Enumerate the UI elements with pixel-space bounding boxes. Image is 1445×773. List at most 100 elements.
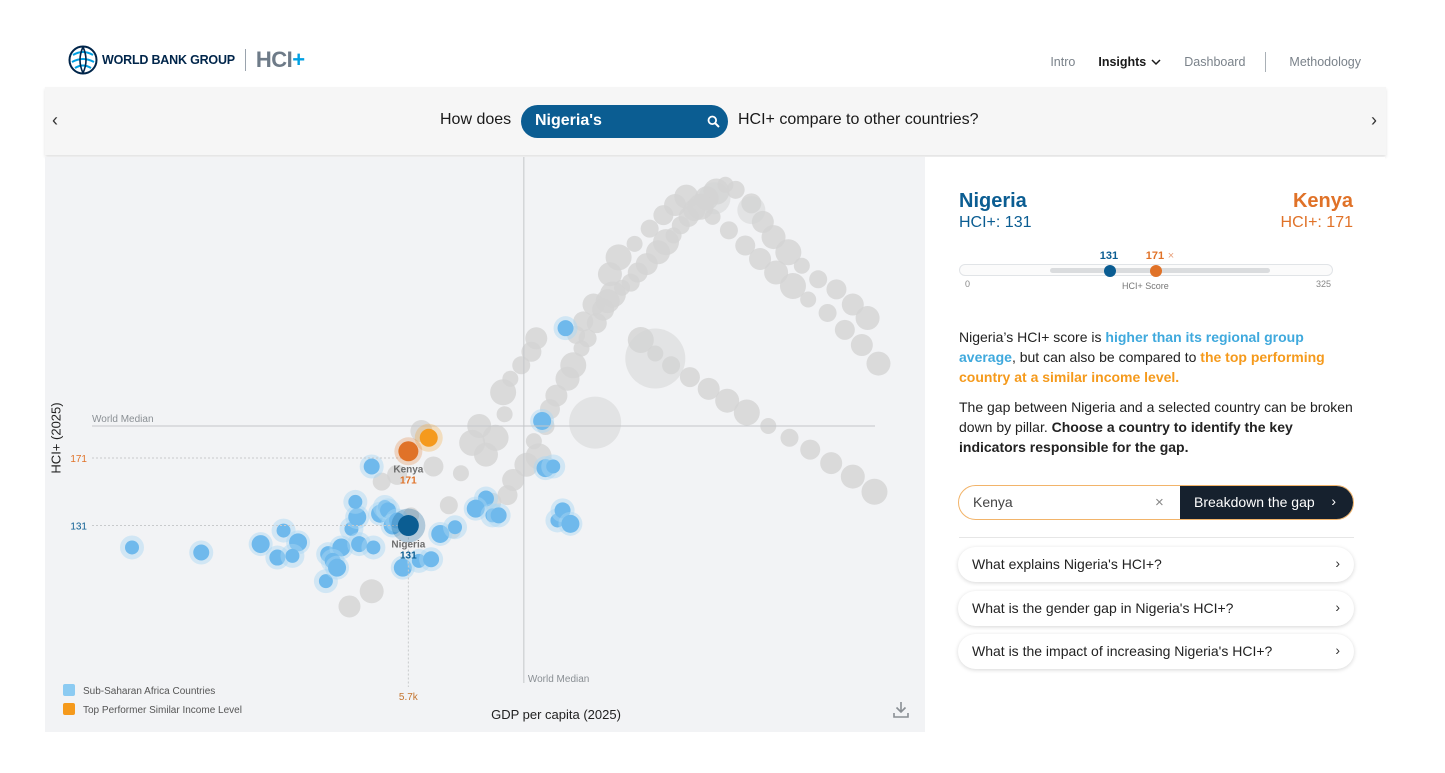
country-point[interactable]: [855, 306, 880, 331]
bubble-point[interactable]: [569, 396, 622, 449]
country-point[interactable]: [809, 270, 828, 289]
ssa-point[interactable]: [557, 320, 574, 337]
country-point[interactable]: [387, 464, 408, 485]
nav-insights[interactable]: Insights: [1098, 55, 1161, 69]
country-point[interactable]: [525, 327, 548, 350]
country-point[interactable]: [764, 260, 789, 285]
country-point[interactable]: [502, 468, 525, 491]
ssa-point[interactable]: [251, 535, 270, 554]
ssa-point[interactable]: [348, 508, 367, 527]
ssa-point[interactable]: [448, 520, 463, 535]
ssa-point[interactable]: [561, 514, 580, 533]
country-point[interactable]: [423, 456, 444, 477]
country-point[interactable]: [715, 388, 740, 413]
ssa-point[interactable]: [328, 558, 347, 577]
country-point[interactable]: [525, 433, 542, 450]
ssa-point[interactable]: [363, 458, 380, 475]
country-point[interactable]: [793, 257, 810, 274]
country-point[interactable]: [800, 291, 817, 308]
country-point[interactable]: [704, 208, 721, 225]
nav-intro[interactable]: Intro: [1050, 55, 1076, 69]
country-point[interactable]: [840, 464, 865, 489]
country-point[interactable]: [741, 193, 762, 214]
country-point[interactable]: [647, 345, 664, 362]
country-point[interactable]: [726, 180, 745, 199]
next-arrow-icon[interactable]: ›: [1371, 110, 1377, 130]
country-point[interactable]: [512, 356, 531, 375]
country-picker-input[interactable]: Kenya: [973, 494, 1013, 510]
breakdown-gap-button[interactable]: Breakdown the gap ›: [1180, 486, 1353, 519]
country-point[interactable]: [452, 465, 469, 482]
country-point[interactable]: [800, 439, 821, 460]
country-point[interactable]: [560, 352, 587, 379]
kenya-point[interactable]: [398, 441, 419, 462]
country-point[interactable]: [605, 244, 632, 271]
country-point[interactable]: [338, 595, 361, 618]
country-point[interactable]: [439, 496, 458, 515]
ssa-point[interactable]: [348, 494, 363, 509]
country-point[interactable]: [733, 399, 760, 426]
country-point[interactable]: [502, 370, 519, 387]
ssa-point[interactable]: [554, 502, 571, 519]
country-point[interactable]: [834, 319, 855, 340]
country-point[interactable]: [626, 235, 643, 252]
download-icon[interactable]: [893, 702, 909, 718]
country-point[interactable]: [719, 221, 738, 240]
country-point[interactable]: [735, 235, 756, 256]
top-performer-link[interactable]: the top performing country at a similar …: [959, 349, 1325, 385]
ssa-point[interactable]: [193, 544, 210, 561]
ssa-point[interactable]: [431, 524, 450, 543]
top-performer-point[interactable]: [419, 428, 438, 447]
ssa-point[interactable]: [490, 507, 507, 524]
country-point[interactable]: [372, 472, 391, 491]
logo[interactable]: WORLD BANK GROUP HCI+: [68, 45, 305, 75]
country-point[interactable]: [866, 351, 891, 376]
ssa-point[interactable]: [285, 548, 300, 563]
ssa-point[interactable]: [466, 499, 485, 518]
ssa-point[interactable]: [393, 558, 412, 577]
ssa-point[interactable]: [125, 540, 140, 555]
country-point[interactable]: [662, 356, 681, 375]
country-point[interactable]: [826, 279, 847, 300]
country-point[interactable]: [640, 219, 659, 238]
country-point[interactable]: [749, 248, 772, 271]
country-point[interactable]: [573, 311, 594, 332]
country-point[interactable]: [582, 293, 605, 316]
country-point[interactable]: [627, 326, 654, 353]
country-point[interactable]: [841, 293, 864, 316]
remove-comparison-icon[interactable]: ×: [1167, 250, 1175, 262]
nav-methodology[interactable]: Methodology: [1289, 55, 1361, 69]
prev-arrow-icon[interactable]: ‹: [52, 110, 58, 130]
nigeria-point[interactable]: [397, 515, 419, 537]
country-point[interactable]: [359, 579, 384, 604]
nav-dashboard[interactable]: Dashboard: [1184, 55, 1246, 69]
country-point[interactable]: [775, 239, 802, 266]
ssa-point[interactable]: [533, 411, 552, 430]
question-gender-gap[interactable]: What is the gender gap in Nigeria's HCI+…: [958, 591, 1354, 626]
ssa-point[interactable]: [276, 523, 291, 538]
regional-average-link[interactable]: higher than its regional group average: [959, 329, 1304, 365]
country-point[interactable]: [820, 452, 843, 475]
ssa-point[interactable]: [332, 538, 351, 557]
ssa-point[interactable]: [546, 459, 561, 474]
ssa-point[interactable]: [423, 551, 440, 568]
ssa-point[interactable]: [351, 536, 368, 553]
ssa-point[interactable]: [318, 574, 333, 589]
country-point[interactable]: [818, 303, 837, 322]
country-point[interactable]: [779, 273, 806, 300]
clear-icon[interactable]: ×: [1155, 494, 1164, 511]
question-explains[interactable]: What explains Nigeria's HCI+? ›: [958, 547, 1354, 582]
country-point[interactable]: [697, 377, 720, 400]
country-point[interactable]: [850, 334, 873, 357]
country-point[interactable]: [780, 428, 799, 447]
country-search[interactable]: Nigeria's: [521, 105, 728, 138]
ssa-point[interactable]: [411, 553, 426, 568]
country-point[interactable]: [679, 367, 700, 388]
question-impact[interactable]: What is the impact of increasing Nigeria…: [958, 634, 1354, 669]
ssa-point[interactable]: [289, 533, 308, 552]
country-point[interactable]: [482, 424, 509, 451]
ssa-point[interactable]: [269, 549, 286, 566]
country-point[interactable]: [861, 478, 888, 505]
ssa-point[interactable]: [366, 540, 381, 555]
country-point[interactable]: [496, 406, 513, 423]
